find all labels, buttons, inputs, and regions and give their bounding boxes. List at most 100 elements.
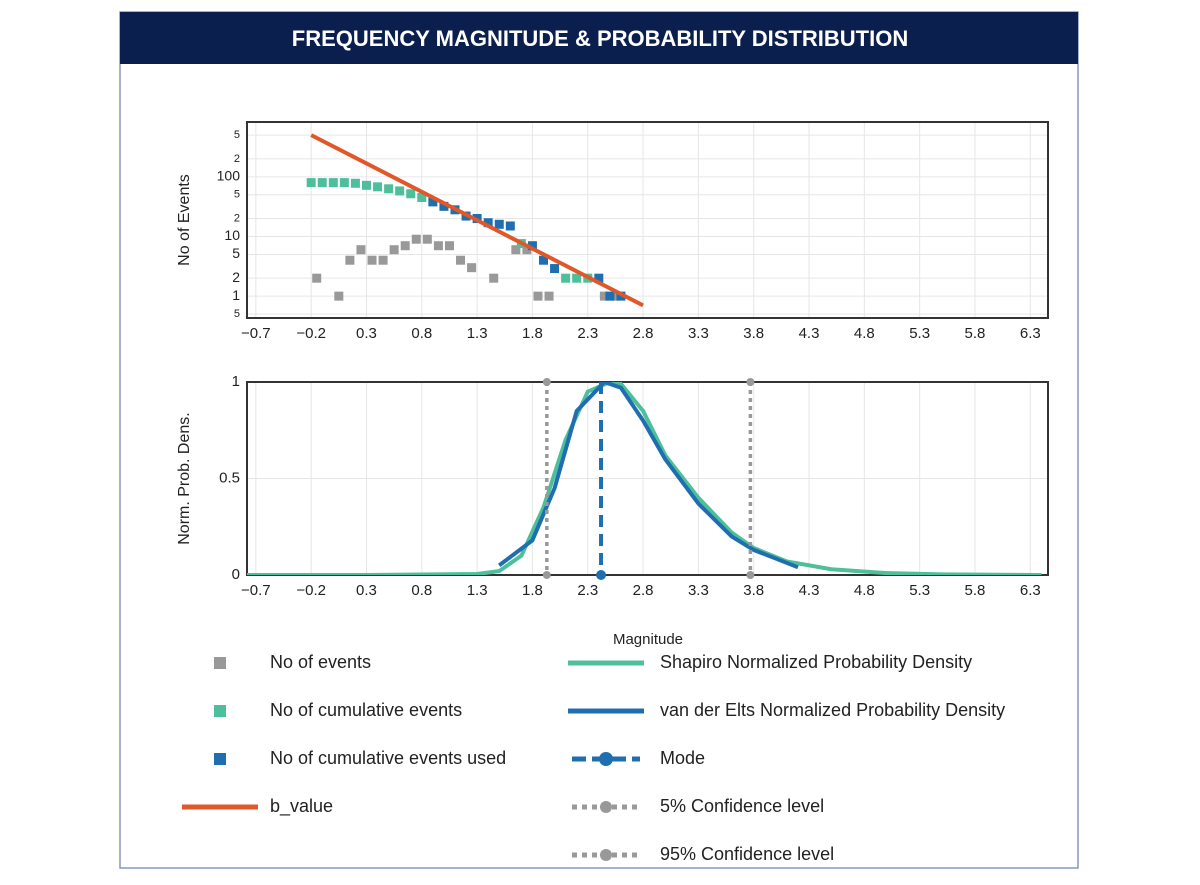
y-axis-title: Norm. Prob. Dens. — [176, 412, 193, 544]
point — [561, 273, 571, 283]
legend-label: No of cumulative events — [270, 700, 462, 720]
x-tick-label: 5.3 — [909, 582, 930, 599]
legend-label: 95% Confidence level — [660, 844, 834, 864]
y-tick-label: 2 — [232, 269, 240, 285]
point — [605, 291, 615, 301]
x-tick-label: 2.3 — [577, 582, 598, 599]
point — [317, 178, 327, 188]
legend-icon — [599, 752, 613, 766]
legend-icon — [214, 705, 226, 717]
x-tick-label: 2.3 — [577, 325, 598, 342]
point — [550, 264, 560, 274]
point — [444, 241, 454, 251]
reference-dot — [596, 570, 607, 580]
x-tick-label: 4.3 — [799, 325, 820, 342]
point — [456, 255, 466, 265]
x-tick-label: 3.8 — [743, 325, 764, 342]
x-tick-label: −0.2 — [296, 582, 326, 599]
y-tick-label: 2 — [234, 212, 240, 224]
point — [527, 241, 537, 251]
reference-dot — [746, 571, 755, 579]
y-axis-title: No of Events — [176, 174, 193, 266]
point — [350, 178, 360, 188]
x-tick-label: 4.8 — [854, 582, 875, 599]
x-tick-label: 3.3 — [688, 582, 709, 599]
y-tick-label: 1 — [232, 373, 240, 390]
x-tick-label: 5.8 — [965, 325, 986, 342]
legend-icon — [600, 849, 612, 861]
x-tick-label: 0.8 — [411, 582, 432, 599]
plot-border — [246, 121, 1049, 319]
legend-label: No of events — [270, 652, 371, 672]
y-tick-label: 10 — [224, 227, 240, 243]
x-tick-label: 5.8 — [965, 582, 986, 599]
reference-dot — [542, 571, 551, 579]
y-tick-label: 100 — [217, 168, 241, 184]
point — [334, 291, 344, 301]
point — [511, 245, 521, 255]
point — [417, 193, 427, 203]
point — [312, 273, 322, 283]
point — [489, 273, 499, 283]
panel — [119, 11, 1079, 869]
point — [505, 221, 515, 231]
point — [533, 291, 543, 301]
point — [384, 184, 394, 194]
legend-label: van der Elts Normalized Probability Dens… — [660, 700, 1005, 720]
x-tick-label: 3.8 — [743, 582, 764, 599]
x-tick-label: 3.3 — [688, 325, 709, 342]
point — [433, 241, 443, 251]
point — [483, 218, 493, 228]
point — [367, 255, 377, 265]
legend-label: Mode — [660, 748, 705, 768]
point — [400, 241, 410, 251]
y-tick-label: 2 — [234, 153, 240, 165]
legend-label: 5% Confidence level — [660, 796, 824, 816]
point — [439, 201, 449, 211]
x-tick-label: 6.3 — [1020, 325, 1041, 342]
point — [539, 255, 549, 265]
legend-label: Shapiro Normalized Probability Density — [660, 652, 972, 672]
legend-icon — [600, 801, 612, 813]
legend-icon — [214, 657, 226, 669]
y-tick-label: 5 — [234, 129, 240, 141]
point — [406, 189, 416, 199]
point — [395, 186, 405, 196]
point — [610, 291, 620, 301]
x-tick-label: 1.8 — [522, 582, 543, 599]
x-tick-label: 0.8 — [411, 325, 432, 342]
x-tick-label: 6.3 — [1020, 582, 1041, 599]
point — [361, 180, 371, 190]
point — [522, 245, 532, 255]
x-tick-label: 2.8 — [633, 325, 654, 342]
point — [306, 178, 316, 188]
point — [572, 273, 582, 283]
x-tick-label: 1.3 — [467, 582, 488, 599]
reference-dot — [542, 378, 551, 386]
x-tick-label: 4.3 — [799, 582, 820, 599]
x-tick-label: 2.8 — [633, 582, 654, 599]
point — [544, 291, 554, 301]
x-tick-label: 1.8 — [522, 325, 543, 342]
point — [345, 255, 355, 265]
y-tick-label: 0 — [232, 566, 240, 583]
curve — [247, 382, 1042, 575]
point — [411, 234, 421, 244]
point — [356, 245, 366, 255]
point — [494, 219, 504, 229]
legend-label: No of cumulative events used — [270, 748, 506, 768]
x-tick-label: −0.2 — [296, 325, 326, 342]
x-tick-label: 4.8 — [854, 325, 875, 342]
y-tick-label: 5 — [234, 189, 240, 201]
x-tick-label: −0.7 — [241, 582, 271, 599]
point — [378, 255, 388, 265]
legend-icon — [214, 753, 226, 765]
y-tick-label: 5 — [234, 308, 240, 320]
title: FREQUENCY MAGNITUDE & PROBABILITY DISTRI… — [292, 26, 908, 51]
x-axis-title: Magnitude — [613, 631, 683, 648]
point — [594, 273, 604, 283]
x-tick-label: 1.3 — [467, 325, 488, 342]
curve — [497, 382, 799, 570]
x-tick-label: 5.3 — [909, 325, 930, 342]
